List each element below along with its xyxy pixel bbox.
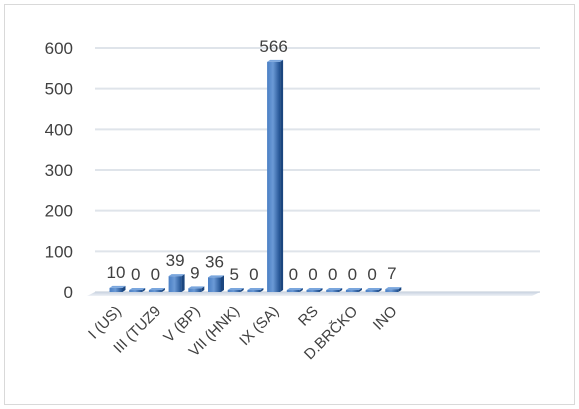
gridlines [95, 47, 540, 293]
x-category-label: RS [295, 303, 322, 330]
data-label: 0 [131, 265, 140, 284]
data-label: 0 [249, 265, 258, 284]
y-axis-ticks: 0 100 200 300 400 500 600 [45, 39, 73, 302]
x-category-label: IX (SA) [236, 303, 282, 349]
bar [385, 287, 402, 292]
bar [168, 274, 185, 292]
data-label: 10 [107, 263, 126, 282]
bar [208, 275, 224, 292]
data-label: 7 [387, 264, 396, 283]
bar [267, 59, 284, 293]
data-label: 0 [308, 265, 317, 284]
data-label: 0 [328, 265, 337, 284]
y-tick-label: 600 [45, 39, 73, 58]
bar [286, 288, 303, 292]
data-label: 0 [348, 265, 357, 284]
bar [109, 285, 126, 292]
chart-floor [87, 292, 540, 296]
y-tick-label: 500 [45, 80, 73, 99]
bars [109, 59, 402, 293]
bar [365, 288, 382, 292]
bar [306, 288, 323, 292]
bar [326, 288, 343, 292]
data-label: 39 [166, 251, 185, 270]
y-tick-label: 200 [45, 202, 73, 221]
chart-frame [4, 4, 575, 405]
y-tick-label: 300 [45, 161, 73, 180]
data-label: 0 [367, 265, 376, 284]
bar [148, 288, 165, 292]
data-label: 5 [229, 265, 238, 284]
data-label: 36 [205, 252, 224, 271]
bar [227, 287, 244, 292]
y-tick-label: 100 [45, 242, 73, 261]
bar [188, 286, 205, 292]
floor-plane [87, 292, 540, 296]
bar [129, 288, 146, 292]
data-label: 9 [190, 263, 199, 282]
x-category-label: INO [370, 303, 401, 334]
y-tick-label: 0 [64, 283, 73, 302]
y-tick-label: 400 [45, 120, 73, 139]
bar [247, 288, 264, 292]
bar [345, 288, 362, 292]
data-label: 0 [151, 265, 160, 284]
data-label: 566 [259, 37, 287, 56]
data-label: 0 [289, 265, 298, 284]
